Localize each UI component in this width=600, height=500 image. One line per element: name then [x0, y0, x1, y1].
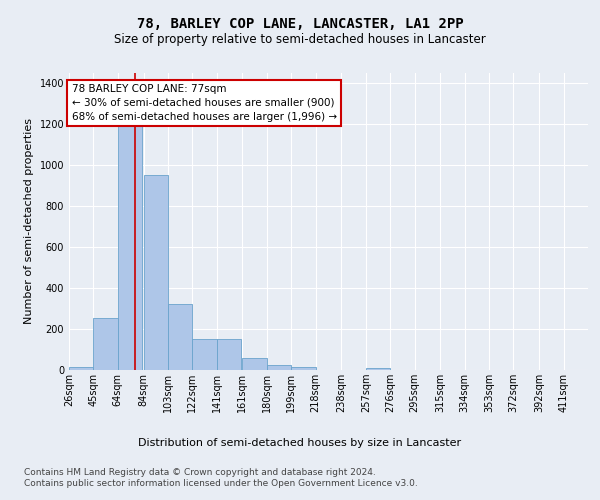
Text: Size of property relative to semi-detached houses in Lancaster: Size of property relative to semi-detach… — [114, 32, 486, 46]
Text: Distribution of semi-detached houses by size in Lancaster: Distribution of semi-detached houses by … — [139, 438, 461, 448]
Bar — [193, 339, 217, 370]
Text: Contains public sector information licensed under the Open Government Licence v3: Contains public sector information licen… — [24, 480, 418, 488]
Bar — [217, 339, 241, 370]
Bar — [242, 358, 267, 370]
Bar — [168, 304, 193, 370]
Bar — [267, 365, 291, 370]
Y-axis label: Number of semi-detached properties: Number of semi-detached properties — [24, 118, 34, 324]
Bar — [366, 368, 390, 370]
Text: Contains HM Land Registry data © Crown copyright and database right 2024.: Contains HM Land Registry data © Crown c… — [24, 468, 376, 477]
Bar — [118, 124, 142, 370]
Text: 78, BARLEY COP LANE, LANCASTER, LA1 2PP: 78, BARLEY COP LANE, LANCASTER, LA1 2PP — [137, 18, 463, 32]
Bar — [143, 175, 168, 370]
Text: 78 BARLEY COP LANE: 77sqm
← 30% of semi-detached houses are smaller (900)
68% of: 78 BARLEY COP LANE: 77sqm ← 30% of semi-… — [71, 84, 337, 122]
Bar — [69, 367, 94, 370]
Bar — [291, 367, 316, 370]
Bar — [94, 318, 118, 370]
